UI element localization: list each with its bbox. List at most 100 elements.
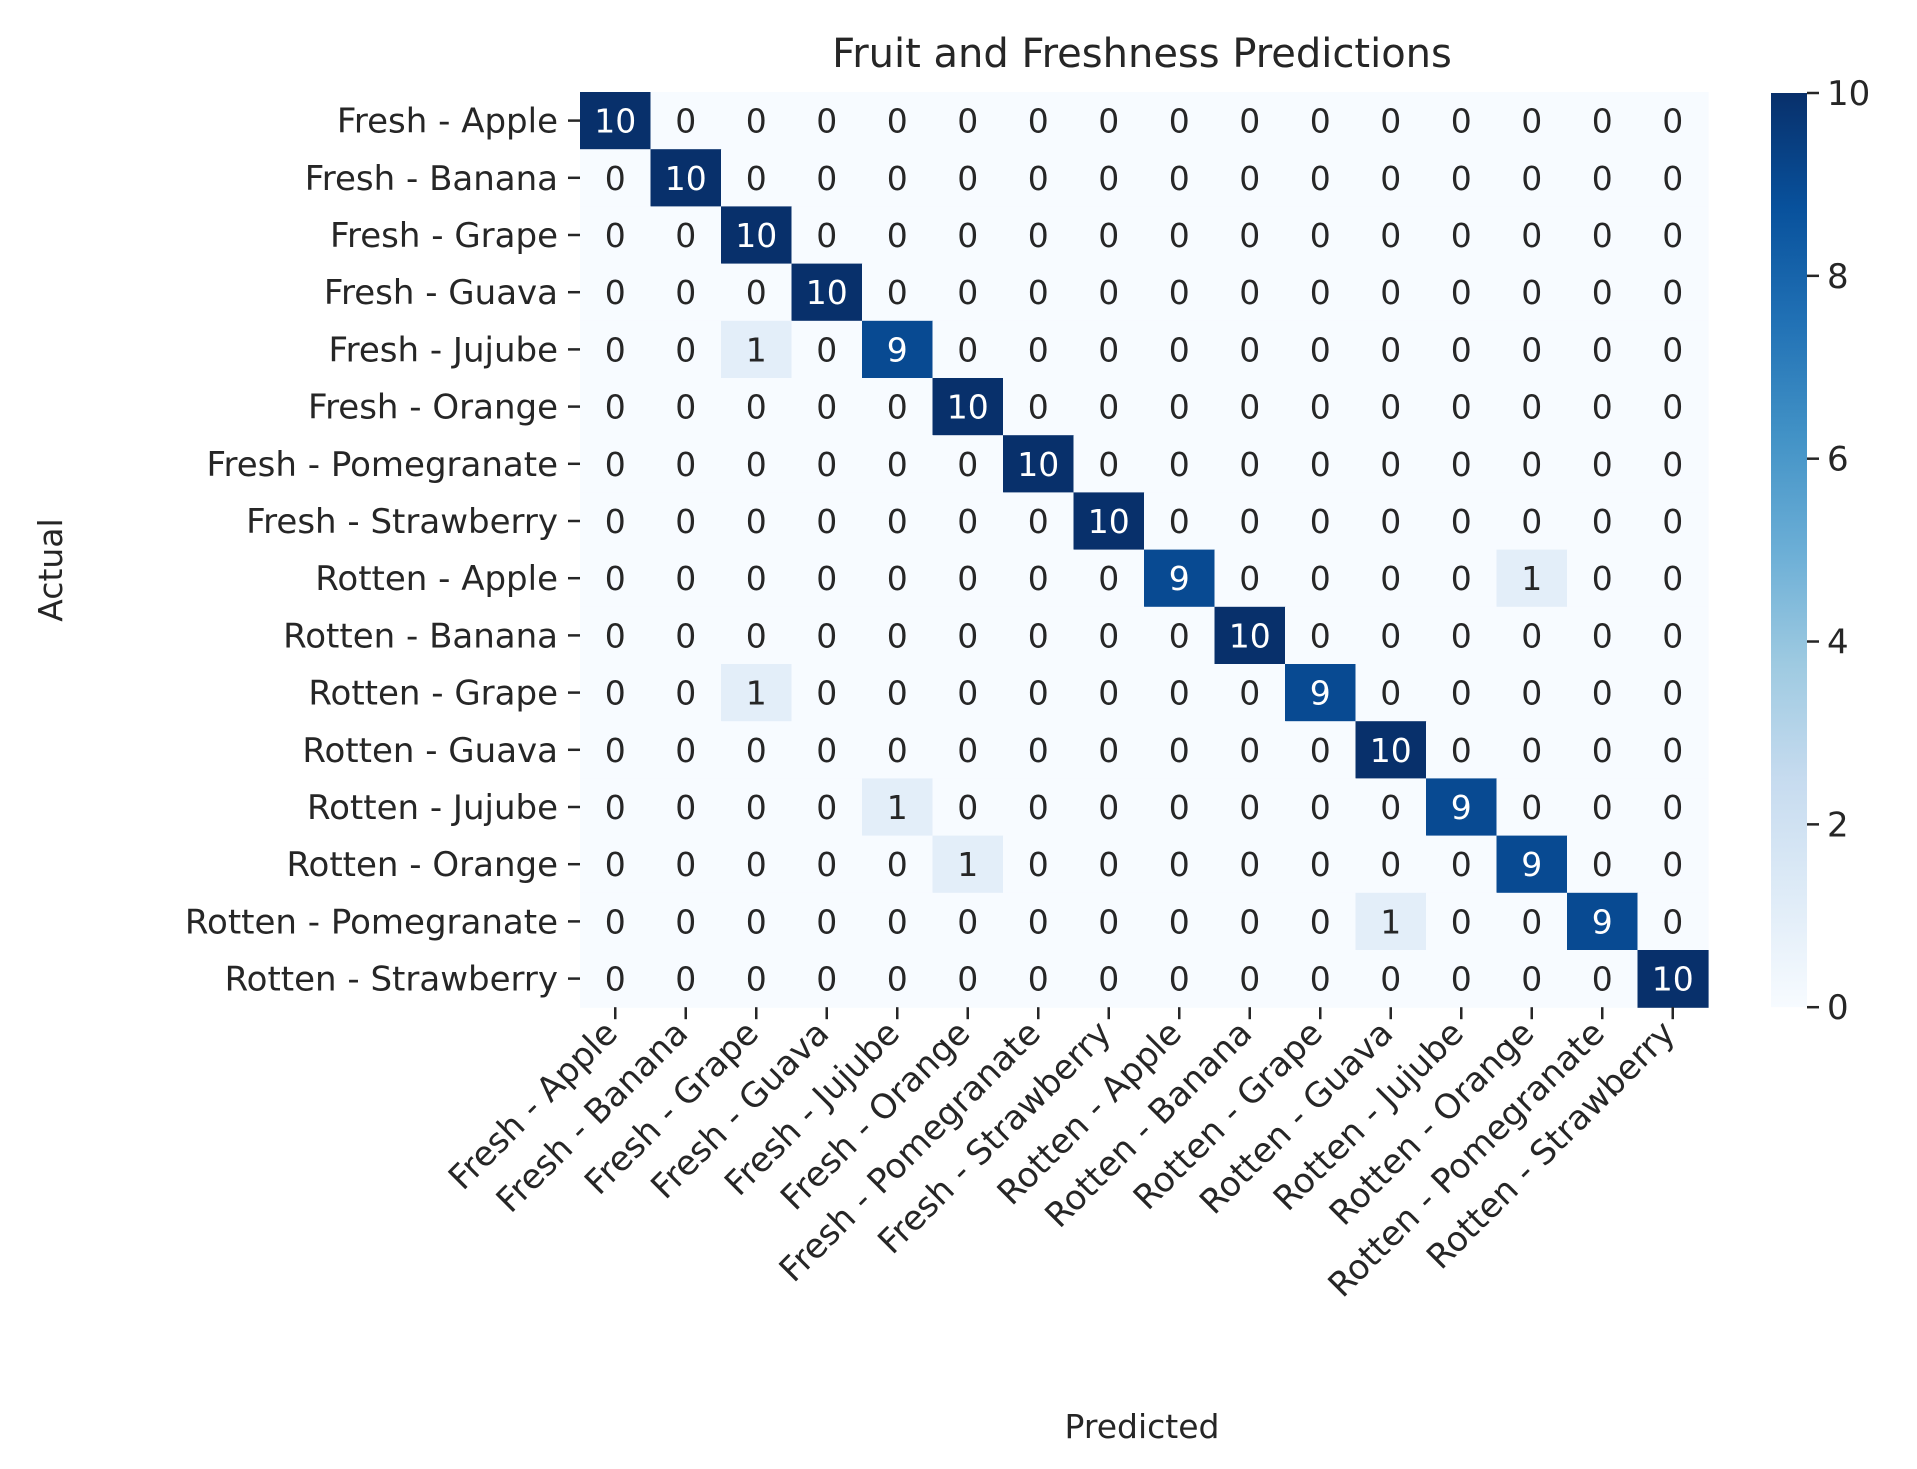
heatmap-cell bbox=[791, 149, 863, 207]
cell-value-label: 0 bbox=[1028, 788, 1049, 827]
cell-value-label: 0 bbox=[1310, 159, 1331, 198]
heatmap-cell bbox=[1073, 835, 1145, 894]
heatmap-cell bbox=[1144, 320, 1216, 379]
cell-value-label: 0 bbox=[816, 388, 837, 427]
heatmap-cell bbox=[1426, 492, 1498, 551]
cell-value-label: 0 bbox=[1451, 273, 1472, 312]
cell-value-label: 0 bbox=[1521, 159, 1542, 198]
cell-value-label: 0 bbox=[816, 159, 837, 198]
cell-value-label: 1 bbox=[1380, 902, 1401, 941]
heatmap-cell bbox=[721, 492, 793, 551]
heatmap-cell bbox=[1426, 892, 1498, 951]
heatmap-cell bbox=[932, 92, 1004, 150]
heatmap-cell bbox=[1637, 263, 1709, 322]
cell-value-label: 0 bbox=[1521, 216, 1542, 255]
cell-value-label: 0 bbox=[1521, 960, 1542, 999]
colorbar-tick-label: 10 bbox=[1827, 74, 1870, 114]
cell-value-label: 0 bbox=[1662, 330, 1683, 369]
colorbar-tick-label: 2 bbox=[1827, 805, 1849, 845]
cell-value-label: 0 bbox=[1662, 731, 1683, 770]
y-tick-label: Fresh - Orange bbox=[308, 388, 558, 428]
heatmap-cell bbox=[580, 320, 652, 379]
cell-value-label: 0 bbox=[1098, 674, 1119, 713]
heatmap-cell bbox=[721, 206, 793, 265]
heatmap-cell bbox=[580, 492, 652, 551]
cell-value-label: 0 bbox=[957, 788, 978, 827]
cell-value-label: 0 bbox=[816, 559, 837, 598]
cell-value-label: 0 bbox=[1662, 845, 1683, 884]
cell-value-label: 0 bbox=[1521, 502, 1542, 541]
heatmap-cell bbox=[1496, 664, 1568, 722]
heatmap-cell bbox=[1214, 778, 1286, 837]
heatmap-cell bbox=[791, 378, 863, 436]
heatmap-cell bbox=[650, 606, 722, 665]
cell-value-label: 0 bbox=[1028, 102, 1049, 141]
heatmap-cell bbox=[650, 892, 722, 951]
cell-value-label: 0 bbox=[746, 502, 767, 541]
heatmap-cell bbox=[721, 606, 793, 665]
cell-value-label: 0 bbox=[1098, 559, 1119, 598]
heatmap-cell bbox=[1426, 206, 1498, 265]
heatmap-cell bbox=[1073, 492, 1145, 551]
heatmap-cell bbox=[580, 206, 652, 265]
heatmap-cell bbox=[1144, 606, 1216, 665]
heatmap-cell bbox=[650, 549, 722, 608]
cell-value-label: 0 bbox=[1521, 388, 1542, 427]
cell-value-label: 0 bbox=[1098, 388, 1119, 427]
heatmap-cell bbox=[1496, 492, 1568, 551]
cell-value-label: 0 bbox=[1098, 616, 1119, 655]
heatmap-cell bbox=[1285, 492, 1357, 551]
cell-value-label: 0 bbox=[887, 388, 908, 427]
heatmap-cell bbox=[650, 320, 722, 379]
heatmap-cell bbox=[791, 721, 863, 779]
cell-value-label: 0 bbox=[1521, 902, 1542, 941]
colorbar-tick-label: 4 bbox=[1827, 623, 1849, 663]
cell-value-label: 0 bbox=[1451, 559, 1472, 598]
cell-value-label: 0 bbox=[746, 273, 767, 312]
cell-value-label: 0 bbox=[816, 616, 837, 655]
heatmap-cell bbox=[932, 778, 1004, 837]
cell-value-label: 0 bbox=[605, 616, 626, 655]
cell-value-label: 0 bbox=[957, 731, 978, 770]
heatmap-cell bbox=[1003, 664, 1075, 722]
cell-value-label: 0 bbox=[1169, 674, 1190, 713]
cell-value-label: 0 bbox=[957, 502, 978, 541]
cell-value-label: 0 bbox=[746, 902, 767, 941]
heatmap-cell bbox=[1144, 778, 1216, 837]
cell-value-label: 0 bbox=[746, 788, 767, 827]
cell-value-label: 0 bbox=[1521, 674, 1542, 713]
heatmap-cell bbox=[1567, 378, 1639, 436]
heatmap-cell bbox=[932, 263, 1004, 322]
colorbar-tick-label: 0 bbox=[1827, 988, 1849, 1028]
heatmap-cell bbox=[1496, 892, 1568, 951]
cell-value-label: 0 bbox=[1169, 731, 1190, 770]
heatmap-cell bbox=[1214, 835, 1286, 894]
heatmap-cell bbox=[650, 206, 722, 265]
heatmap-cell bbox=[1496, 320, 1568, 379]
heatmap-cell bbox=[1144, 435, 1216, 493]
heatmap-cell bbox=[1003, 835, 1075, 894]
cell-value-label: 0 bbox=[1098, 330, 1119, 369]
heatmap-cell bbox=[650, 778, 722, 837]
cell-value-label: 0 bbox=[605, 330, 626, 369]
cell-value-label: 0 bbox=[816, 674, 837, 713]
heatmap-cell bbox=[1426, 149, 1498, 207]
heatmap-cell bbox=[1567, 492, 1639, 551]
heatmap-cell bbox=[721, 149, 793, 207]
heatmap-cell bbox=[932, 378, 1004, 436]
heatmap-cell bbox=[1003, 721, 1075, 779]
cell-value-label: 0 bbox=[957, 330, 978, 369]
cell-value-label: 0 bbox=[1380, 788, 1401, 827]
cell-value-label: 0 bbox=[1310, 731, 1331, 770]
heatmap-cell bbox=[1003, 263, 1075, 322]
cell-value-label: 0 bbox=[1521, 731, 1542, 770]
heatmap-cell bbox=[862, 606, 934, 665]
cell-value-label: 0 bbox=[1310, 330, 1331, 369]
cell-value-label: 1 bbox=[1521, 559, 1542, 598]
cell-value-label: 0 bbox=[1239, 330, 1260, 369]
cell-value-label: 0 bbox=[1592, 216, 1613, 255]
y-tick-label: Fresh - Guava bbox=[324, 273, 558, 313]
cell-value-label: 0 bbox=[816, 445, 837, 484]
heatmap-cell bbox=[580, 721, 652, 779]
cell-value-label: 0 bbox=[816, 330, 837, 369]
